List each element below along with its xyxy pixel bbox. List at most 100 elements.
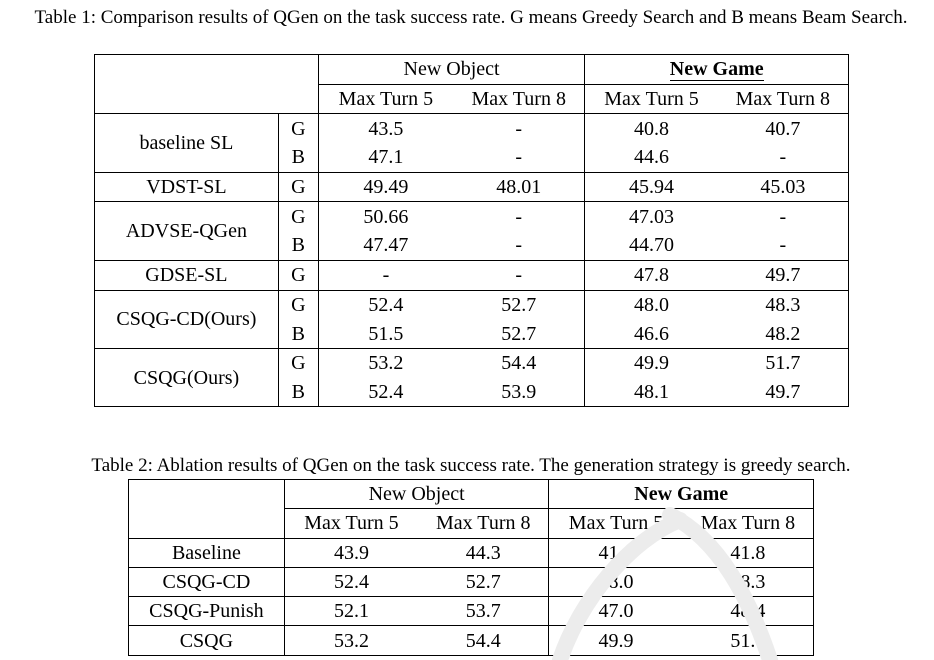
table1-cell: - — [717, 231, 849, 261]
table1-method: CSQG(Ours) — [94, 348, 279, 408]
table1-cell: 44.70 — [584, 231, 718, 261]
table2-cell: 54.4 — [418, 625, 550, 656]
table2-cell: 49.9 — [548, 625, 683, 656]
table1-cell: - — [717, 201, 849, 232]
table1-cell: 47.47 — [318, 231, 454, 261]
table1-cell: 48.01 — [453, 172, 586, 203]
table2-cell: 53.2 — [284, 625, 419, 656]
table-row: B 47.1 - 44.6 - — [95, 143, 849, 173]
table2-corner — [128, 478, 285, 509]
table1-cell: 53.2 — [368, 352, 404, 375]
table2-cell: 41.8 — [682, 538, 814, 568]
table2-cell: 43.9 — [284, 538, 419, 568]
table-row: CSQG 53.2 54.4 49.9 51.7 — [128, 625, 814, 656]
table2-caption: Table 2: Ablation results of QGen on the… — [91, 455, 851, 476]
table1-cell: 48.1 — [584, 377, 718, 408]
table1-cell: 46.6 — [584, 319, 718, 349]
table1-subheader: Max Turn 5 — [584, 83, 718, 115]
table-row: CSQG-CD(Ours) G 52.4 52.7 48.0 48.3 — [94, 290, 849, 349]
table1-cell: 52.4 — [368, 293, 404, 316]
table1-method: ADVSE-QGen — [94, 201, 279, 261]
table1-strategy: G — [278, 172, 319, 203]
table1-method: GDSE-SL — [94, 260, 279, 291]
table2-subheader: Max Turn 5 — [548, 508, 683, 539]
table-row: B 47.47 - 44.70 - — [95, 231, 849, 261]
table1-cell: 48.3 — [717, 290, 849, 320]
table1-cell: - — [318, 260, 454, 291]
table1-method: baseline SL — [94, 113, 279, 173]
table2-cell: 48.3 — [682, 567, 814, 598]
table2-cell: 48.0 — [548, 567, 683, 598]
table2-subheader: Max Turn 5 — [284, 508, 419, 539]
table1-cell: 48.0 — [634, 293, 669, 316]
table1-cell: 51.7 — [717, 348, 849, 378]
table1-cell: 50.66 — [363, 205, 409, 228]
table1-strategy: G — [278, 113, 319, 144]
table-row: ADVSE-QGen G 50.66 - 47.03 - — [94, 201, 849, 261]
table1-strategy: B — [278, 319, 319, 349]
table1-cell: 49.49 — [318, 172, 454, 203]
table1-strategy: B — [278, 231, 319, 261]
table1-cell: 45.03 — [717, 172, 849, 203]
table2-cell: 52.4 — [284, 567, 419, 598]
table1-cell: 53.9 — [453, 377, 586, 408]
table1-cell: 40.7 — [717, 113, 849, 144]
table1-corner — [94, 54, 279, 85]
table1-caption: Table 1: Comparison results of QGen on t… — [34, 7, 908, 28]
table1-strategy: B — [278, 377, 319, 408]
table2-group-new-object: New Object — [284, 478, 550, 509]
table1-cell: 52.7 — [453, 319, 586, 349]
table1-method: CSQG-CD(Ours) — [94, 290, 279, 349]
table1-cell: - — [717, 143, 849, 173]
table2-cell: 41.6 — [548, 538, 683, 568]
table1: New Object New Game Max Turn 5 Max Turn … — [94, 54, 849, 408]
table1-cell: - — [453, 113, 586, 144]
table2-cell: 47.0 — [548, 596, 683, 627]
table2-cell: 48.4 — [682, 596, 814, 627]
table1-cell: 52.4 — [318, 377, 454, 408]
table2-method: Baseline — [128, 538, 285, 568]
table2: New Object New Game Max Turn 5 Max Turn … — [128, 478, 814, 656]
table1-cell: 49.7 — [717, 377, 849, 408]
table1-cell: - — [453, 231, 586, 261]
table-row: B 51.5 52.7 46.6 48.2 — [95, 319, 849, 349]
table1-cell: - — [453, 260, 586, 291]
table1-cell: 49.7 — [717, 260, 849, 291]
table2-cell: 51.7 — [682, 625, 814, 656]
table1-cell: 52.7 — [453, 290, 586, 320]
table1-cell: - — [453, 201, 586, 232]
table1-strategy: G — [278, 290, 319, 320]
table1-strategy: G — [278, 201, 319, 232]
table-row: GDSE-SL G - - 47.8 49.7 — [94, 260, 849, 291]
table2-cell: 53.7 — [418, 596, 550, 627]
table1-cell: 51.5 — [318, 319, 454, 349]
table1-group-new-object: New Object — [318, 54, 586, 85]
table2-subheader: Max Turn 8 — [682, 508, 814, 539]
table2-cell: 52.1 — [284, 596, 419, 627]
table-row: baseline SL G 43.5 - 40.8 40.7 — [94, 113, 849, 173]
table2-subheader: Max Turn 8 — [418, 508, 550, 539]
table-row: CSQG-Punish 52.1 53.7 47.0 48.4 — [128, 596, 814, 627]
table-row: VDST-SL G 49.49 48.01 45.94 45.03 — [94, 172, 849, 203]
table1-group-new-game: New Game — [584, 54, 849, 85]
table1-cell: 47.03 — [629, 205, 674, 228]
table1-cell: 47.1 — [318, 143, 454, 173]
table1-cell: 47.8 — [584, 260, 718, 291]
table-row: CSQG(Ours) G 53.2 54.4 49.9 51.7 — [94, 348, 849, 408]
table1-cell: 49.9 — [634, 352, 669, 375]
table2-method: CSQG — [128, 625, 285, 656]
table1-cell: 43.5 — [368, 117, 404, 140]
table-row: CSQG-CD 52.4 52.7 48.0 48.3 — [128, 567, 814, 598]
table1-cell: 44.6 — [584, 143, 718, 173]
table2-method: CSQG-Punish — [128, 596, 285, 627]
table1-subheader: Max Turn 8 — [717, 83, 849, 115]
table1-subheader: Max Turn 5 — [318, 83, 454, 115]
table1-subheader: Max Turn 8 — [453, 83, 586, 115]
table2-cell: 52.7 — [418, 567, 550, 598]
table1-cell: - — [453, 143, 586, 173]
table2-group-new-game: New Game — [548, 478, 814, 509]
table-row: Baseline 43.9 44.3 41.6 41.8 — [128, 538, 814, 568]
table1-cell: 45.94 — [584, 172, 718, 203]
table-row: B 52.4 53.9 48.1 49.7 — [95, 377, 849, 408]
table1-cell: 54.4 — [453, 348, 586, 378]
